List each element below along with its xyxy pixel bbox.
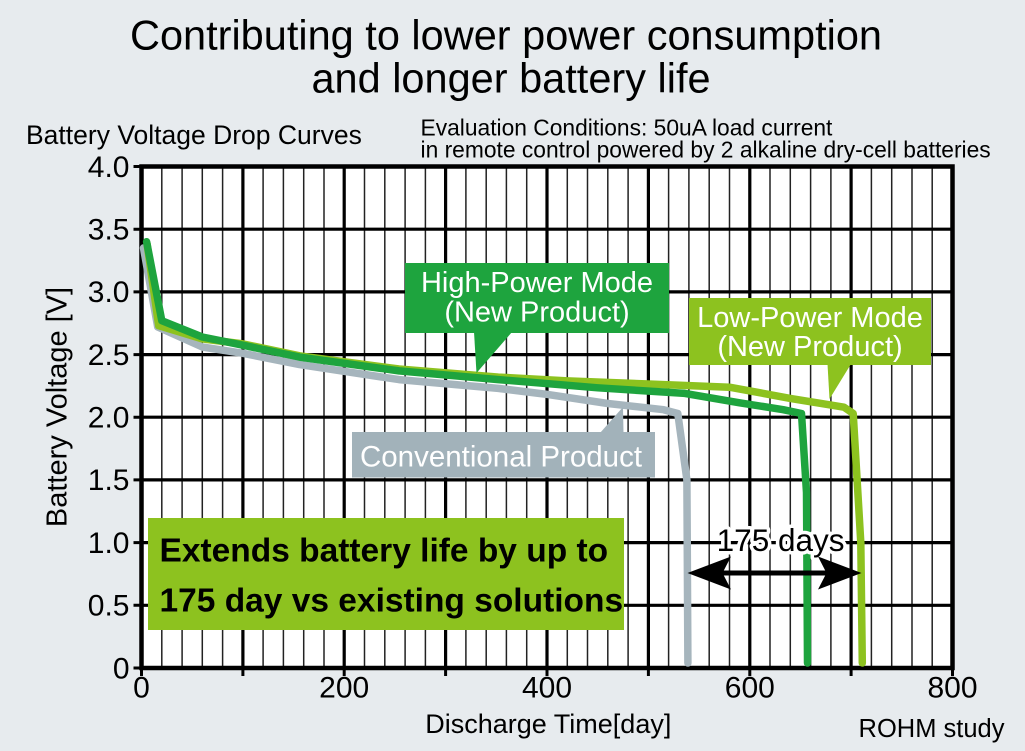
svg-text:Contributing to lower power co: Contributing to lower power consumption xyxy=(130,12,882,59)
svg-text:200: 200 xyxy=(319,672,369,705)
svg-text:3.0: 3.0 xyxy=(88,276,130,309)
svg-text:175 days: 175 days xyxy=(717,522,845,558)
svg-text:0.5: 0.5 xyxy=(88,590,130,623)
svg-text:0: 0 xyxy=(133,672,150,705)
svg-text:Extends battery life by up to: Extends battery life by up to xyxy=(160,533,609,570)
svg-text:(New Product): (New Product) xyxy=(717,331,902,363)
svg-text:Discharge Time[day]: Discharge Time[day] xyxy=(425,709,671,739)
svg-text:4.0: 4.0 xyxy=(88,151,130,184)
svg-text:175 day vs existing solutions: 175 day vs existing solutions xyxy=(160,583,624,620)
svg-text:Conventional Product: Conventional Product xyxy=(360,441,642,474)
svg-text:400: 400 xyxy=(522,672,572,705)
svg-text:in remote control powered by 2: in remote control powered by 2 alkaline … xyxy=(421,137,991,163)
svg-text:800: 800 xyxy=(927,672,977,705)
svg-text:1.0: 1.0 xyxy=(88,527,130,560)
svg-text:600: 600 xyxy=(725,672,775,705)
svg-text:ROHM study: ROHM study xyxy=(859,715,1005,743)
svg-text:2.0: 2.0 xyxy=(88,402,130,435)
svg-text:(New Product): (New Product) xyxy=(444,297,629,329)
svg-text:Battery Voltage [V]: Battery Voltage [V] xyxy=(42,287,74,527)
svg-text:2.5: 2.5 xyxy=(88,339,130,372)
svg-text:1.5: 1.5 xyxy=(88,464,130,497)
svg-text:Battery Voltage Drop Curves: Battery Voltage Drop Curves xyxy=(26,120,362,150)
svg-text:Evaluation Conditions: 50uA lo: Evaluation Conditions: 50uA load current xyxy=(421,115,834,141)
svg-text:Low-Power Mode: Low-Power Mode xyxy=(697,302,923,334)
svg-text:High-Power Mode: High-Power Mode xyxy=(421,267,653,299)
svg-text:0: 0 xyxy=(113,652,130,685)
svg-text:3.5: 3.5 xyxy=(88,214,130,247)
svg-text:and longer battery life: and longer battery life xyxy=(311,55,710,102)
